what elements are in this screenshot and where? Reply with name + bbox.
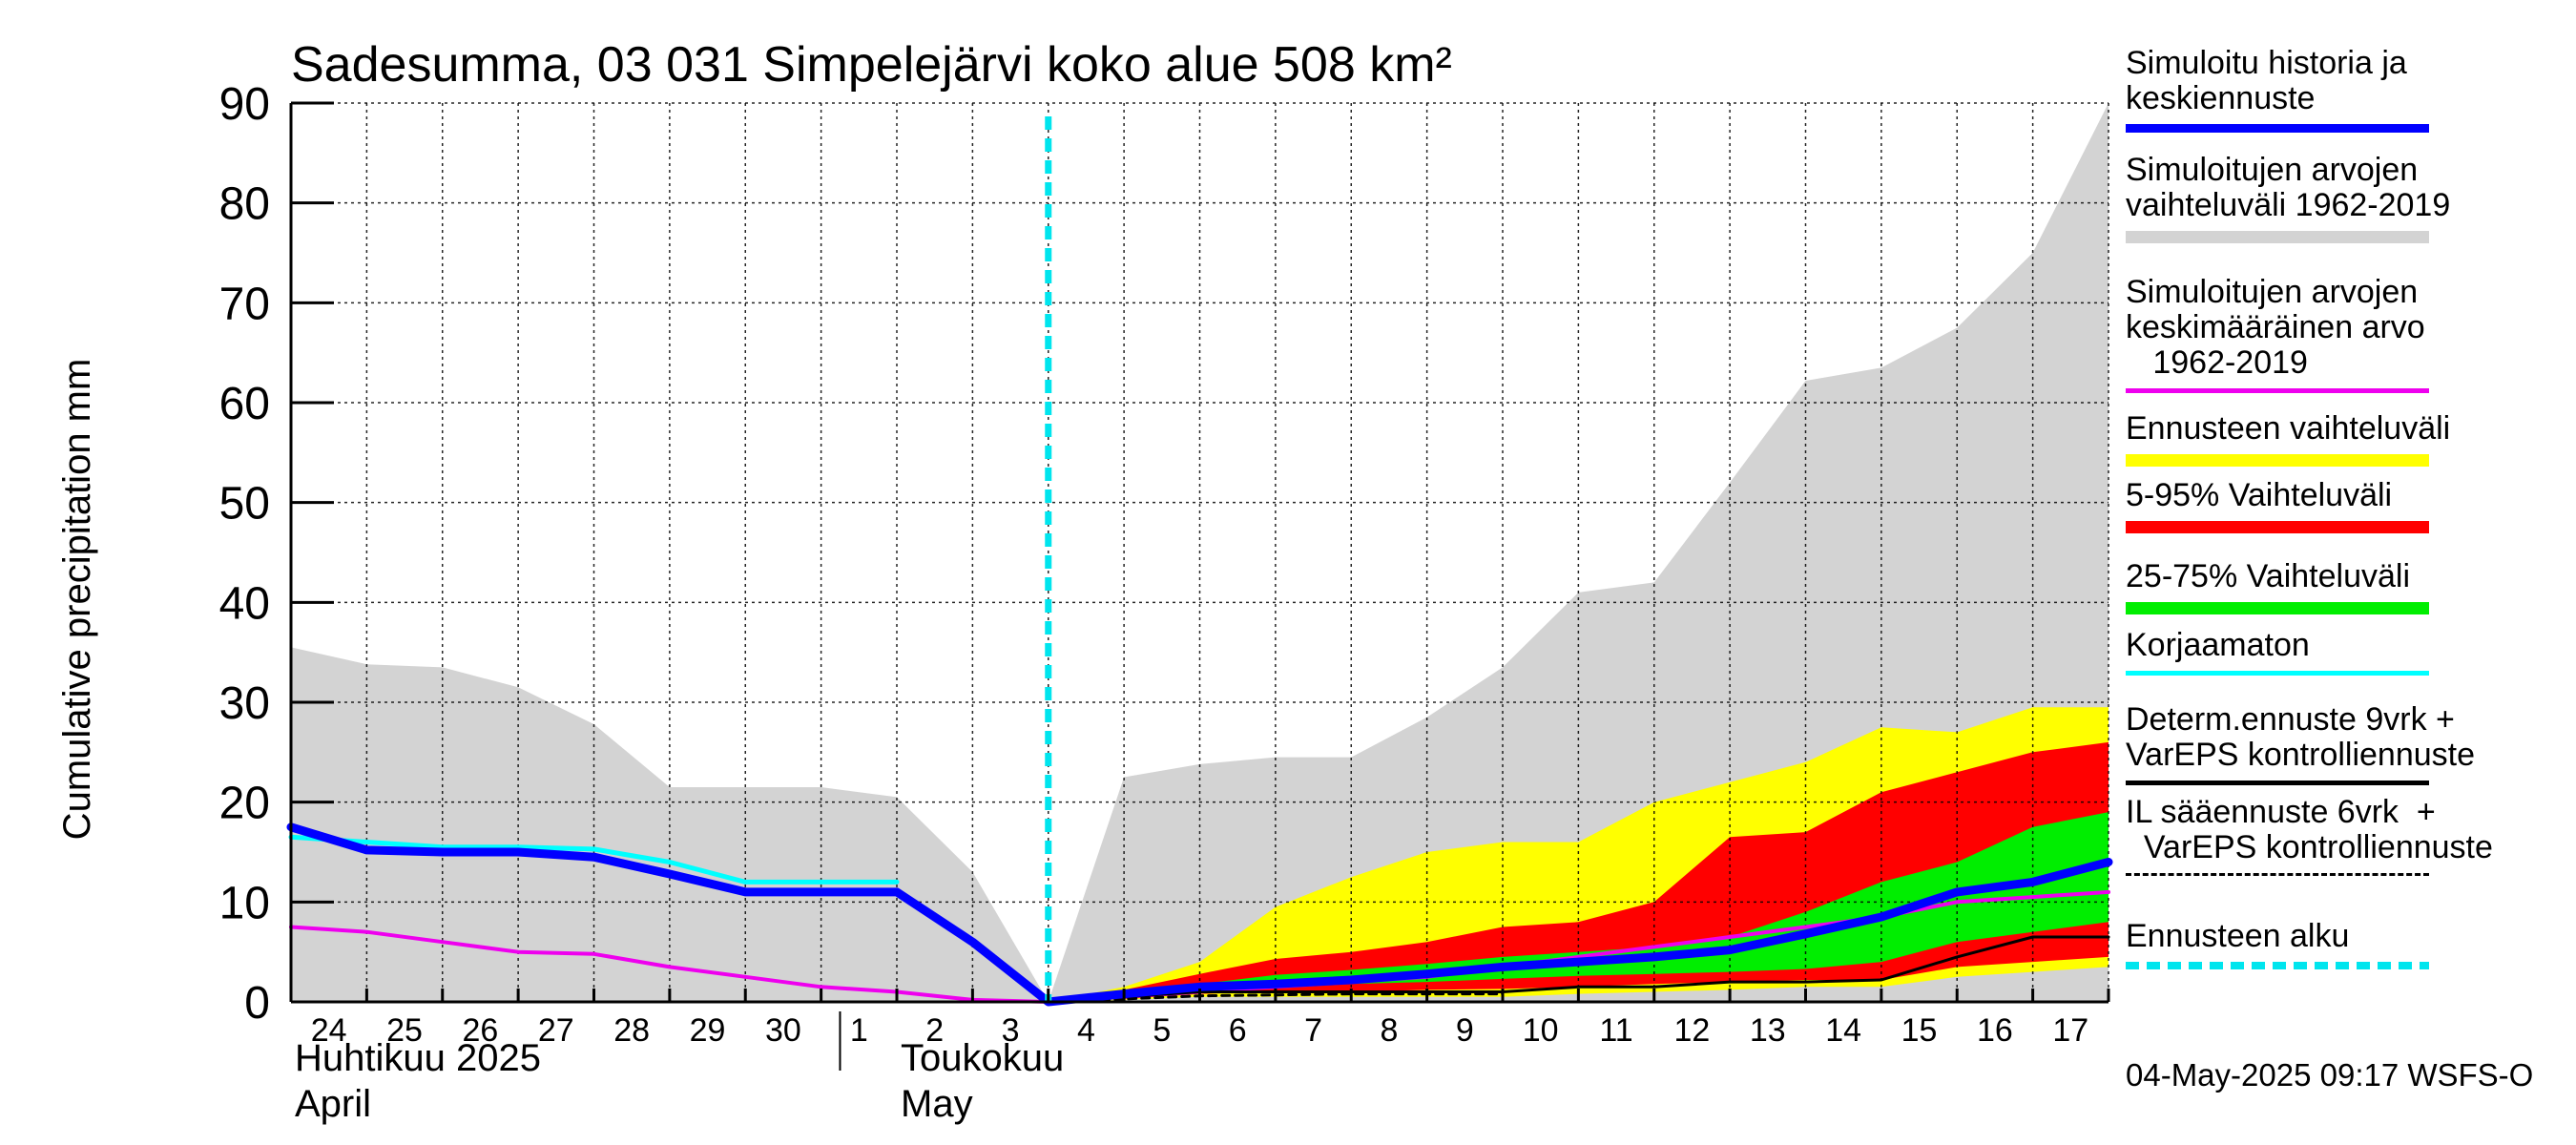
- x-tick-labels: 24 25 26 27 28 29 30 1 2 3 4 5 6 7 8 9 10 11 12 13 14 15 16 17: [311, 1012, 2088, 1049]
- legend-item: 5-95% Vaihteluväli: [2126, 477, 2574, 533]
- forecast-band-2: [1048, 812, 2109, 1002]
- x-tick-label: 30: [765, 1012, 801, 1049]
- x-tick-label: 4: [1077, 1012, 1095, 1049]
- legend-label: Ennusteen alku: [2126, 918, 2350, 954]
- deterministic-line: [1047, 935, 2110, 1004]
- legend-swatch: [2126, 781, 2429, 785]
- simulated-mean-line: [286, 822, 2113, 1007]
- month-label-fi: Toukokuu: [901, 1037, 1064, 1079]
- history-range-area: [291, 103, 2109, 1002]
- y-tick-label: 20: [219, 779, 270, 829]
- x-tick-label: 26: [463, 1012, 499, 1049]
- y-tick-label: 40: [219, 578, 270, 629]
- axes: [289, 101, 2110, 1071]
- legend-item: IL sääennuste 6vrk + VarEPS kontrollienn…: [2126, 794, 2574, 876]
- legend-swatch: [2126, 873, 2429, 876]
- legend-swatch: [2126, 671, 2429, 676]
- x-tick-label: 6: [1229, 1012, 1247, 1049]
- legend-item: Ennusteen vaihteluväli: [2126, 410, 2574, 467]
- x-tick-label: 28: [613, 1012, 650, 1049]
- x-tick-label: 27: [538, 1012, 574, 1049]
- y-tick-label: 70: [219, 279, 270, 329]
- legend-label: Korjaamaton: [2126, 627, 2310, 663]
- y-tick-label: 0: [244, 978, 270, 1029]
- x-tick-label: 25: [386, 1012, 423, 1049]
- x-tick-label: 11: [1599, 1012, 1632, 1049]
- x-tick-label: 2: [925, 1012, 944, 1049]
- legend-item: Simuloitu historia ja keskiennuste: [2126, 45, 2574, 133]
- x-tick-label: 16: [1977, 1012, 2013, 1049]
- x-tick-label: 1: [850, 1012, 868, 1049]
- x-tick-label: 14: [1825, 1012, 1861, 1049]
- month-label-fi: Huhtikuu 2025: [295, 1037, 541, 1079]
- y-axis-label: Cumulative precipitation mm: [56, 359, 98, 841]
- x-tick-label: 5: [1153, 1012, 1171, 1049]
- legend-item: Ennusteen alku: [2126, 918, 2574, 969]
- y-tick-label: 10: [219, 878, 270, 928]
- legend-swatch: [2126, 962, 2429, 969]
- x-tick-label: 12: [1674, 1012, 1711, 1049]
- legend-swatch: [2126, 124, 2429, 133]
- legend-item: Determ.ennuste 9vrk + VarEPS kontrollien…: [2126, 701, 2574, 785]
- legend-item: Simuloitujen arvojen vaihteluväli 1962-2…: [2126, 152, 2574, 243]
- x-tick-label: 8: [1380, 1012, 1398, 1049]
- x-tick-label: 15: [1901, 1012, 1938, 1049]
- x-tick-label: 7: [1304, 1012, 1322, 1049]
- y-tick-label: 80: [219, 179, 270, 230]
- uncorrected-line: [288, 834, 900, 885]
- grid: [291, 102, 2109, 1002]
- legend-swatch: [2126, 231, 2429, 243]
- legend-label: 25-75% Vaihteluväli: [2126, 558, 2410, 594]
- legend-swatch: [2126, 602, 2429, 614]
- x-tick-label: 9: [1456, 1012, 1474, 1049]
- legend-item: Korjaamaton: [2126, 627, 2574, 676]
- legend-swatch: [2126, 388, 2429, 393]
- x-tick-label: 10: [1523, 1012, 1559, 1049]
- y-tick-label: 90: [219, 79, 270, 130]
- legend-swatch: [2126, 454, 2429, 467]
- y-tick-label: 30: [219, 678, 270, 729]
- legend-item: Simuloitujen arvojen keskimääräinen arvo…: [2126, 274, 2574, 393]
- month-label-en: April: [295, 1083, 371, 1125]
- y-tick-label: 60: [219, 379, 270, 429]
- y-tick-labels: 0 10 20 30 40 50 60 70 80 90: [219, 79, 270, 1029]
- legend-label: Simuloitu historia ja keskiennuste: [2126, 45, 2407, 116]
- x-tick-label: 17: [2052, 1012, 2088, 1049]
- legend-label: Ennusteen vaihteluväli: [2126, 410, 2451, 447]
- month-label-en: May: [901, 1083, 973, 1125]
- x-tick-label: 13: [1750, 1012, 1786, 1049]
- legend-swatch: [2126, 521, 2429, 533]
- x-tick-label: 3: [1002, 1012, 1020, 1049]
- history-range-band: [291, 103, 2109, 1002]
- chart-title: Sadesumma, 03 031 Simpelejärvi koko alue…: [291, 37, 1452, 93]
- x-tick-label: 24: [311, 1012, 347, 1049]
- legend-label: 5-95% Vaihteluväli: [2126, 477, 2393, 513]
- legend-item: 25-75% Vaihteluväli: [2126, 558, 2574, 614]
- y-tick-label: 50: [219, 479, 270, 530]
- legend-label: Simuloitujen arvojen vaihteluväli 1962-2…: [2126, 152, 2451, 223]
- legend-label: Determ.ennuste 9vrk + VarEPS kontrollien…: [2126, 701, 2476, 773]
- timestamp-footer: 04-May-2025 09:17 WSFS-O: [2126, 1057, 2534, 1093]
- legend-label: Simuloitujen arvojen keskimääräinen arvo…: [2126, 274, 2425, 381]
- x-tick-label: 29: [690, 1012, 726, 1049]
- legend-label: IL sääennuste 6vrk + VarEPS kontrollienn…: [2126, 794, 2493, 865]
